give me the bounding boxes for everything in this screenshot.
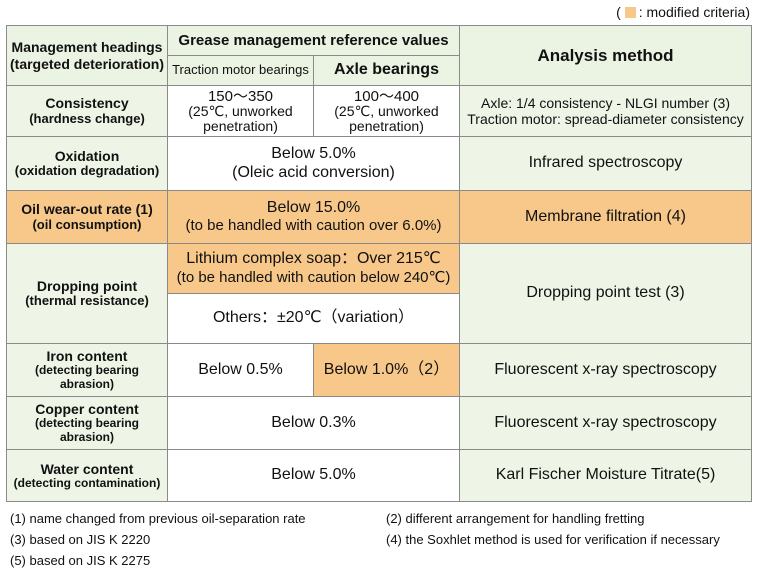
row-water: Water content (detecting contamination) B…: [6, 449, 752, 502]
dropping-analysis: Dropping point test (3): [459, 243, 752, 344]
copper-analysis: Fluorescent x-ray spectroscopy: [459, 396, 752, 450]
legend-open: (: [616, 4, 621, 20]
oil-wear-value: Below 15.0% (to be handled with caution …: [167, 190, 460, 244]
row-oxidation-head: Oxidation (oxidation degradation): [6, 136, 168, 191]
legend-text: : modified criteria): [638, 4, 750, 20]
footnote-1: (1) name changed from previous oil-separ…: [10, 511, 306, 526]
header-analysis: Analysis method: [459, 25, 752, 86]
oil-wear-analysis: Membrane filtration (4): [459, 190, 752, 244]
footnote-2: (2) different arrangement for handling f…: [386, 511, 645, 526]
row-consistency: Consistency (hardness change) 150～350 (25…: [6, 85, 752, 137]
consistency-traction: 150～350 (25℃, unworked penetration): [167, 85, 314, 137]
legend: ( : modified criteria): [616, 4, 750, 20]
row-consistency-head: Consistency (hardness change): [6, 85, 168, 137]
grease-criteria-table: Management headings (targeted deteriorat…: [6, 25, 752, 502]
dropping-lithium-value: Lithium complex soap：Over 215℃ (to be ha…: [167, 243, 460, 294]
footnote-4: (4) the Soxhlet method is used for verif…: [386, 532, 720, 547]
water-value: Below 5.0%: [167, 449, 460, 502]
iron-traction: Below 0.5%: [167, 343, 314, 397]
iron-analysis: Fluorescent x-ray spectroscopy: [459, 343, 752, 397]
consistency-axle: 100～400 (25℃, unworked penetration): [313, 85, 460, 137]
row-iron: Iron content (detecting bearing abrasion)…: [6, 343, 752, 397]
row-water-head: Water content (detecting contamination): [6, 449, 168, 502]
row-dropping-head: Dropping point (thermal resistance): [6, 243, 168, 344]
copper-value: Below 0.3%: [167, 396, 460, 450]
row-oxidation: Oxidation (oxidation degradation) Below 5…: [6, 136, 752, 191]
row-iron-head: Iron content (detecting bearing abrasion): [6, 343, 168, 397]
consistency-analysis: Axle: 1/4 consistency - NLGI number (3) …: [459, 85, 752, 137]
iron-axle: Below 1.0%（2）: [313, 343, 460, 397]
header-reference-values: Grease management reference values: [167, 25, 460, 56]
footnotes: (1) name changed from previous oil-separ…: [10, 508, 755, 571]
row-copper: Copper content (detecting bearing abrasio…: [6, 396, 752, 450]
water-analysis: Karl Fischer Moisture Titrate(5): [459, 449, 752, 502]
dropping-others-value: Others：±20℃（variation）: [167, 293, 460, 344]
row-dropping-point: Dropping point (thermal resistance) Lithi…: [6, 243, 752, 344]
row-oil-wear: Oil wear-out rate (1) (oil consumption) B…: [6, 190, 752, 244]
header-traction: Traction motor bearings: [167, 55, 314, 86]
header-axle: Axle bearings: [313, 55, 460, 86]
footnote-3: (3) based on JIS K 2220: [10, 532, 151, 547]
oxidation-analysis: Infrared spectroscopy: [459, 136, 752, 191]
modified-swatch: [624, 6, 636, 18]
row-copper-head: Copper content (detecting bearing abrasio…: [6, 396, 168, 450]
oxidation-value: Below 5.0% (Oleic acid conversion): [167, 136, 460, 191]
header-management: Management headings (targeted deteriorat…: [6, 25, 168, 86]
footnote-5: (5) based on JIS K 2275: [10, 553, 151, 568]
row-oil-wear-head: Oil wear-out rate (1) (oil consumption): [6, 190, 168, 244]
